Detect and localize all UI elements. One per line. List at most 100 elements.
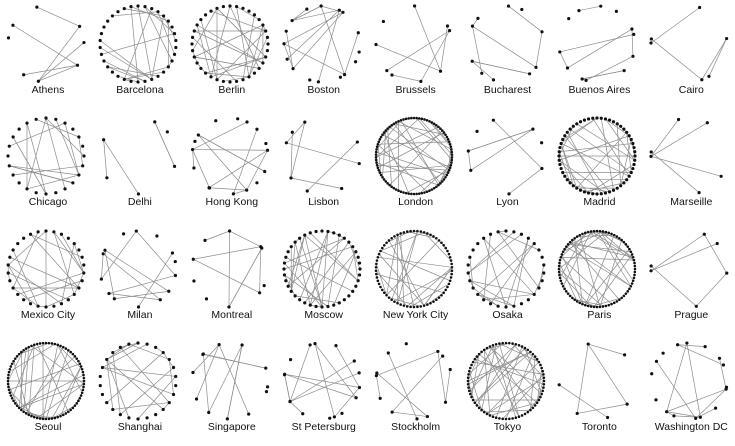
node [394,188,397,191]
network-graph [645,337,735,427]
node [8,371,11,374]
edge [109,275,175,293]
node [432,187,435,190]
node [386,351,389,354]
node [342,298,345,301]
node [376,166,379,169]
node [260,247,263,250]
node [303,234,306,237]
edge [472,26,536,67]
node [56,344,59,347]
node [419,230,422,233]
edge-group [468,231,544,307]
node [520,345,523,348]
node [143,5,146,8]
diagram-st-petersburg: St Petersburg [278,337,370,446]
node-group [100,229,177,308]
node [559,259,562,262]
node [596,306,599,309]
node [376,279,379,282]
network-graph [2,0,94,90]
edge [493,120,542,168]
node [540,30,543,33]
node [437,239,440,242]
edge [318,10,339,82]
node [173,53,176,56]
node-group [466,342,545,421]
node [82,41,85,44]
diagram-label: Barcelona [90,84,190,96]
node [172,366,175,369]
edge-group [100,6,176,82]
node [501,342,504,345]
node [632,167,635,170]
node [531,407,534,410]
node [480,409,483,412]
node [533,404,536,407]
node [537,286,540,289]
node [587,231,590,234]
edge [652,39,703,80]
node [375,151,378,154]
node [432,300,435,303]
node [448,29,451,32]
edge-group [286,122,359,191]
node [628,248,631,251]
node [532,293,535,296]
node [265,390,268,393]
node [576,187,579,190]
edge [506,354,533,419]
diagram-label: Delhi [90,196,190,208]
node [39,342,42,345]
edge [651,156,721,176]
node [80,365,83,368]
node [650,150,653,153]
node [480,72,483,75]
diagram-label: Milan [90,309,190,321]
node [704,345,707,348]
edge [203,354,265,368]
node [332,415,335,418]
node [564,248,567,251]
edge [286,31,293,68]
node [67,237,70,240]
edge [594,254,632,306]
node [8,389,11,392]
node [602,230,605,233]
node [215,7,218,10]
node [69,351,72,354]
edge [561,257,612,304]
node [608,232,611,235]
edge [508,6,541,32]
node [7,271,10,274]
node [416,306,419,309]
node [174,260,177,263]
node [30,415,33,418]
edge [136,231,175,275]
node [358,261,361,264]
edge [559,126,573,156]
node [14,402,17,405]
node [111,408,114,411]
node [482,237,485,240]
node [263,170,266,173]
node [566,66,569,69]
node [491,78,494,81]
node [191,258,194,261]
node [562,285,565,288]
node [384,180,387,183]
node [232,192,235,195]
node [241,78,244,81]
node [284,141,287,144]
node [11,286,14,289]
node [266,149,269,152]
node [75,402,78,405]
edge [229,231,260,247]
node [608,119,611,122]
node [447,283,450,286]
node [172,393,175,396]
node [167,290,170,293]
node [77,286,80,289]
edge [209,150,267,187]
node [488,233,491,236]
